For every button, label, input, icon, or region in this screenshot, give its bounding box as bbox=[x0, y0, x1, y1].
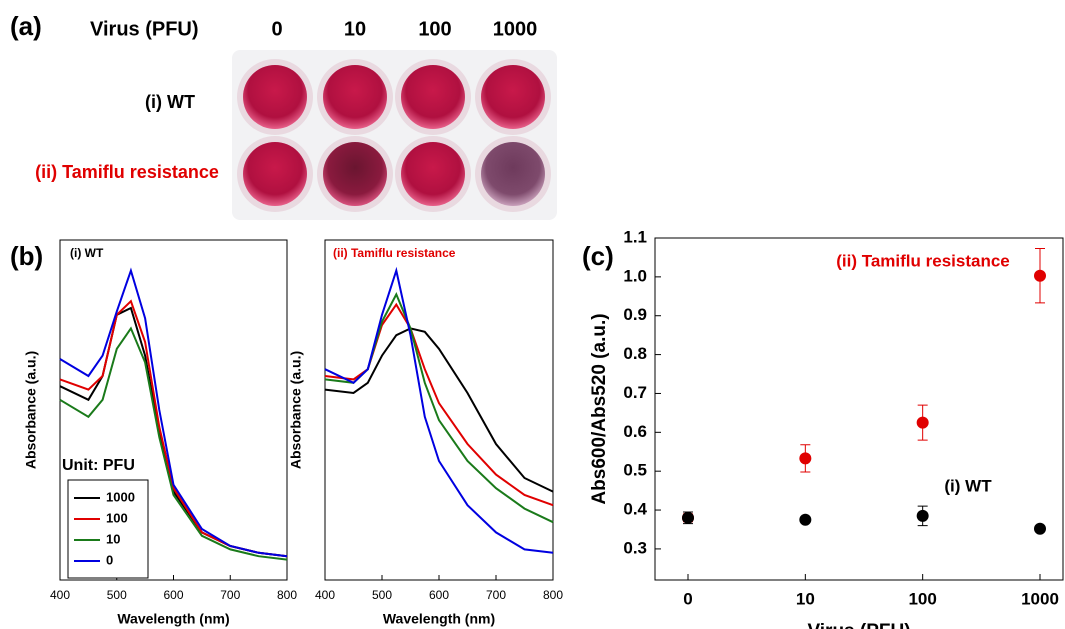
data-point bbox=[916, 509, 929, 522]
x-tick-label: 600 bbox=[163, 588, 183, 602]
x-tick-label: 400 bbox=[315, 588, 335, 602]
well-plate bbox=[232, 50, 557, 220]
wells bbox=[237, 59, 551, 212]
y-tick-label: 0.5 bbox=[623, 461, 647, 480]
data-point bbox=[916, 416, 929, 429]
x-axis-title: Wavelength (nm) bbox=[117, 611, 229, 627]
annotation: (ii) Tamiflu resistance bbox=[333, 246, 456, 260]
y-tick-label: 0.7 bbox=[623, 383, 647, 402]
y-axis-title: Absorbance (a.u.) bbox=[23, 351, 39, 469]
plot-frame bbox=[324, 239, 554, 581]
data-point bbox=[799, 452, 812, 465]
row-label: (ii) Tamiflu resistance bbox=[35, 162, 219, 182]
y-axis-title: Abs600/Abs520 (a.u.) bbox=[589, 313, 610, 504]
legend-label: 10 bbox=[106, 531, 120, 546]
spectrum-line bbox=[324, 327, 554, 493]
column-label: 10 bbox=[344, 18, 366, 40]
x-tick-label: 500 bbox=[107, 588, 127, 602]
plot-frame bbox=[654, 237, 1064, 581]
x-tick-label: 100 bbox=[908, 589, 936, 608]
column-label: 0 bbox=[271, 18, 282, 40]
x-tick-label: 800 bbox=[277, 588, 297, 602]
x-tick-label: 1000 bbox=[1021, 589, 1059, 608]
data-point bbox=[799, 513, 812, 526]
y-tick-label: 0.4 bbox=[623, 500, 647, 519]
x-tick-label: 800 bbox=[543, 588, 563, 602]
y-tick-label: 0.3 bbox=[623, 538, 647, 557]
x-tick-label: 700 bbox=[486, 588, 506, 602]
y-tick-label: 0.6 bbox=[623, 422, 647, 441]
series-label: (ii) Tamiflu resistance bbox=[836, 251, 1010, 270]
spectrum-line bbox=[324, 302, 554, 507]
spectrum-line bbox=[59, 326, 288, 561]
x-tick-label: 0 bbox=[683, 589, 692, 608]
x-tick-label: 700 bbox=[220, 588, 240, 602]
column-header: Virus (PFU) bbox=[90, 18, 199, 40]
legend-label: 0 bbox=[106, 552, 113, 567]
annotation: (i) WT bbox=[70, 246, 104, 260]
data-point bbox=[1034, 269, 1046, 282]
panel-label: (c) bbox=[582, 241, 614, 271]
series-label: (i) WT bbox=[944, 476, 992, 495]
x-tick-label: 400 bbox=[50, 588, 70, 602]
legend-label: 100 bbox=[106, 510, 128, 525]
x-tick-label: 500 bbox=[372, 588, 392, 602]
spectrum-line bbox=[59, 267, 288, 558]
spectrum-line bbox=[324, 292, 554, 524]
y-tick-label: 0.8 bbox=[623, 344, 647, 363]
column-label: 1000 bbox=[493, 18, 538, 40]
x-axis-title: Virus (PFU) bbox=[807, 621, 910, 629]
x-tick-label: 10 bbox=[796, 589, 815, 608]
x-tick-label: 600 bbox=[429, 588, 449, 602]
panel-label: (a) bbox=[10, 11, 42, 41]
y-tick-label: 1.0 bbox=[623, 266, 647, 285]
data-point bbox=[682, 511, 694, 524]
x-axis-title: Wavelength (nm) bbox=[383, 611, 495, 627]
y-axis-title: Absorbance (a.u.) bbox=[288, 351, 304, 469]
column-label: 100 bbox=[418, 18, 451, 40]
spectrum-line bbox=[324, 266, 554, 554]
data-point bbox=[1034, 522, 1046, 535]
row-label: (i) WT bbox=[145, 92, 195, 112]
legend-label: 1000 bbox=[106, 489, 135, 504]
y-tick-label: 1.1 bbox=[623, 227, 647, 246]
y-tick-label: 0.9 bbox=[623, 305, 647, 324]
legend-title: Unit: PFU bbox=[62, 457, 135, 474]
panel-label: (b) bbox=[10, 241, 43, 271]
